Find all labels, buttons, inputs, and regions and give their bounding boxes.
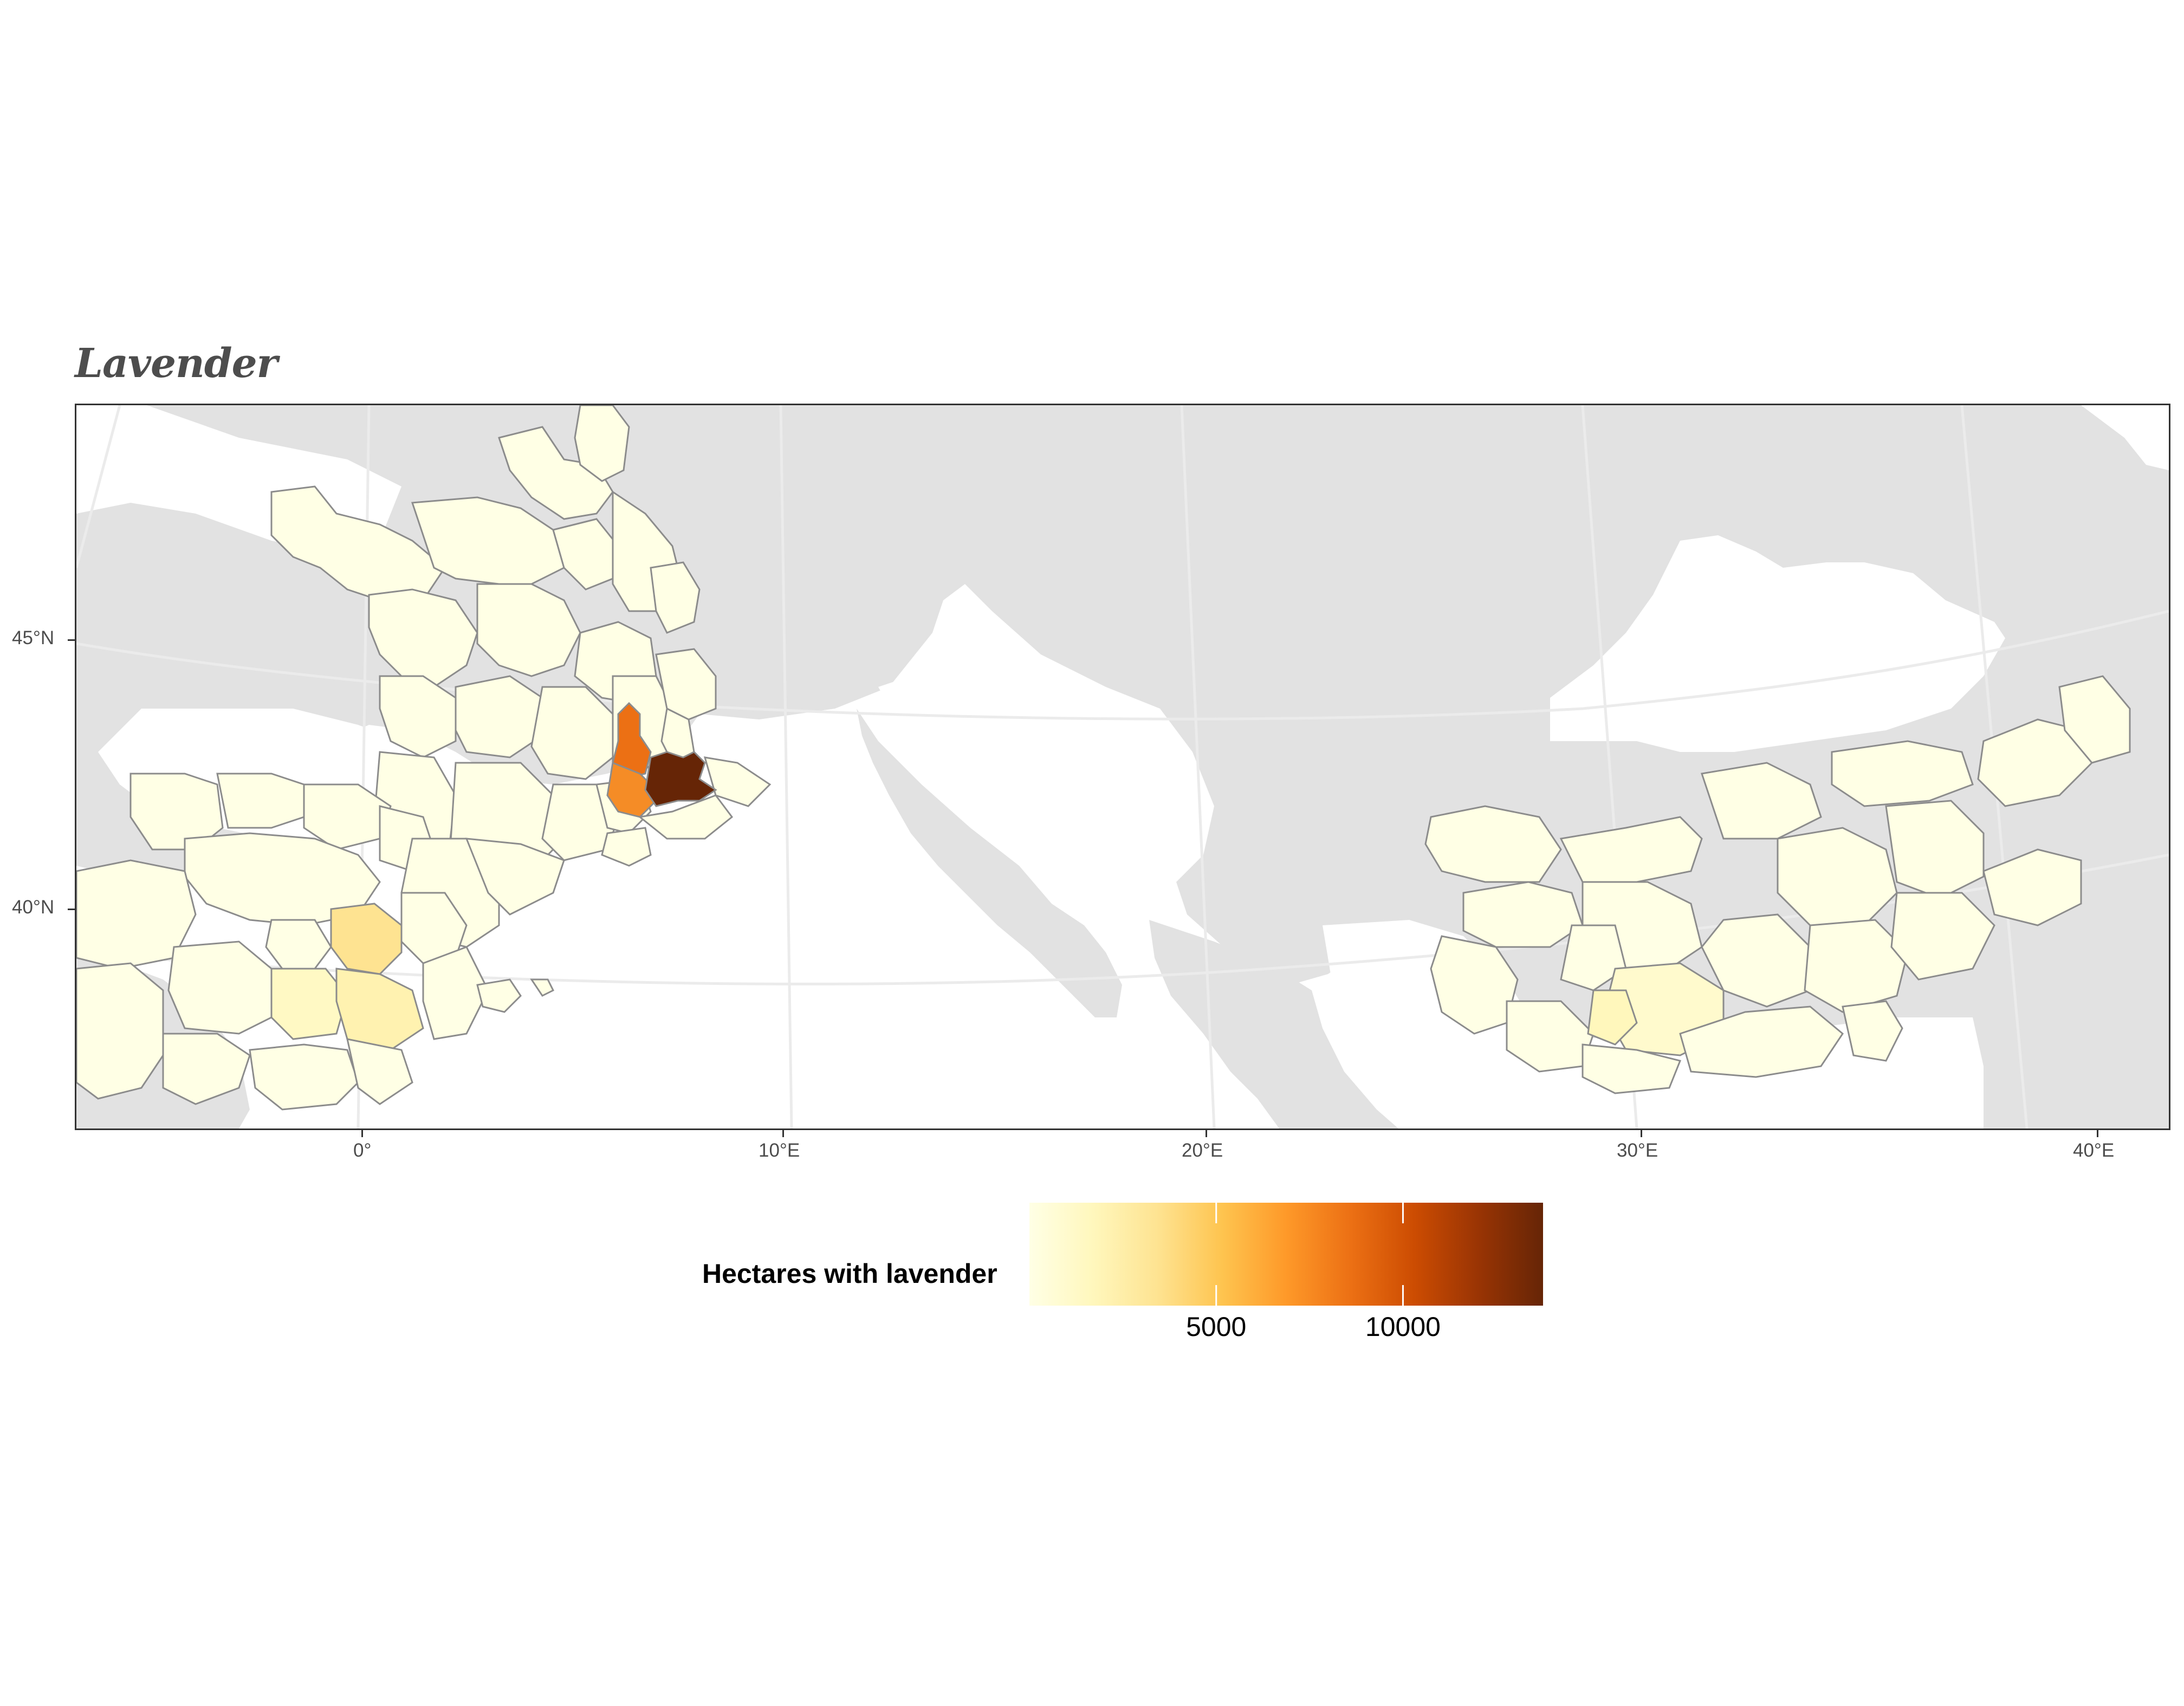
map-title: Lavender [75,340,278,387]
y-axis-label-40: 40°N [12,897,55,918]
y-axis-label-45: 45°N [12,627,55,648]
region-bursa [1462,881,1584,948]
region-auvergne [530,686,614,780]
x-axis-tick-10 [782,1130,784,1137]
turkey-regions [1424,675,2131,1094]
graticule-lon-20 [1180,405,1216,1128]
italy-peninsula [857,709,1122,1017]
region-pays-loire [368,588,478,688]
region-isparta [1587,989,1638,1046]
legend-colorbar [1029,1203,1543,1306]
region-centre [476,583,581,677]
region-murcia [346,1038,413,1105]
region-limousin [455,675,543,758]
lavender-hotspots [606,702,717,818]
region-picardy [498,426,614,520]
region-eskisehir [1560,924,1627,991]
y-axis-tick-40 [68,909,75,910]
region-sivas [1777,827,1898,926]
graticule-lon-w [76,405,121,568]
region-corsica-fr [574,405,630,482]
region-poitou [379,675,457,758]
region-catalonia [465,838,565,916]
region-bouches [601,827,652,867]
region-mallorca [530,978,555,997]
region-thrace [1424,805,1562,883]
region-albacete [335,968,424,1051]
legend-gradient-rect [1029,1203,1543,1306]
region-balearic [476,978,522,1013]
graticule-lon-10 [779,405,793,1128]
map-canvas[interactable] [76,405,2169,1128]
region-portugal-s [76,962,164,1100]
legend-tick-label-1: 10000 [1365,1312,1441,1342]
region-diyarbakir [1890,892,1995,981]
caspian-sea [2081,405,2169,470]
x-axis-tick-30 [1641,1130,1642,1137]
region-vaucluse [606,761,657,818]
western-mediterranean [401,795,1127,1128]
region-portugal-n [76,859,197,970]
region-valencia [422,946,489,1040]
region-kayseri [1701,913,1811,1008]
aegean-sea [1323,920,1593,1128]
x-axis-label-40: 40°E [2073,1140,2115,1161]
region-hatay [1842,1000,1903,1062]
spain-regions [76,773,565,1111]
legend-ticks [1215,1203,1404,1306]
region-artvin [2058,675,2131,764]
region-samsun [1701,762,1822,840]
map-panel[interactable] [75,404,2170,1130]
region-alsace [650,561,701,634]
region-malatya [1804,919,1909,1013]
x-axis-label-10: 10°E [759,1140,800,1161]
region-izmir [1430,935,1519,1035]
region-andalusia-c [249,1043,359,1111]
x-axis-label-0: 0° [353,1140,372,1161]
black-sea [1550,535,2005,752]
region-normandy [411,496,565,585]
x-axis-tick-0 [361,1130,363,1137]
region-extremadura [167,940,273,1035]
region-madrid [265,919,332,970]
region-var [638,794,734,840]
legend-title: Hectares with lavender [702,1259,997,1289]
region-kars [1977,718,2093,807]
x-axis-tick-40 [2097,1130,2098,1137]
y-axis-tick-45 [68,639,75,641]
region-van [1982,848,2082,926]
x-axis-label-20: 20°E [1182,1140,1223,1161]
region-cuenca [330,903,403,975]
region-andalusia-w [162,1033,251,1105]
x-axis-tick-20 [1206,1130,1207,1137]
region-adana [1679,1006,1844,1078]
adriatic-sea [878,676,1149,914]
legend-tick-label-0: 5000 [1186,1312,1247,1342]
region-asturias [216,773,305,829]
region-erzurum [1885,800,1985,899]
region-antalya [1582,1043,1682,1094]
region-alpes-haute-provence [644,751,717,807]
region-trabzon [1831,740,1974,807]
region-drome [612,702,652,780]
region-ciudad-real [270,968,348,1040]
x-axis-label-30: 30°E [1617,1140,1658,1161]
